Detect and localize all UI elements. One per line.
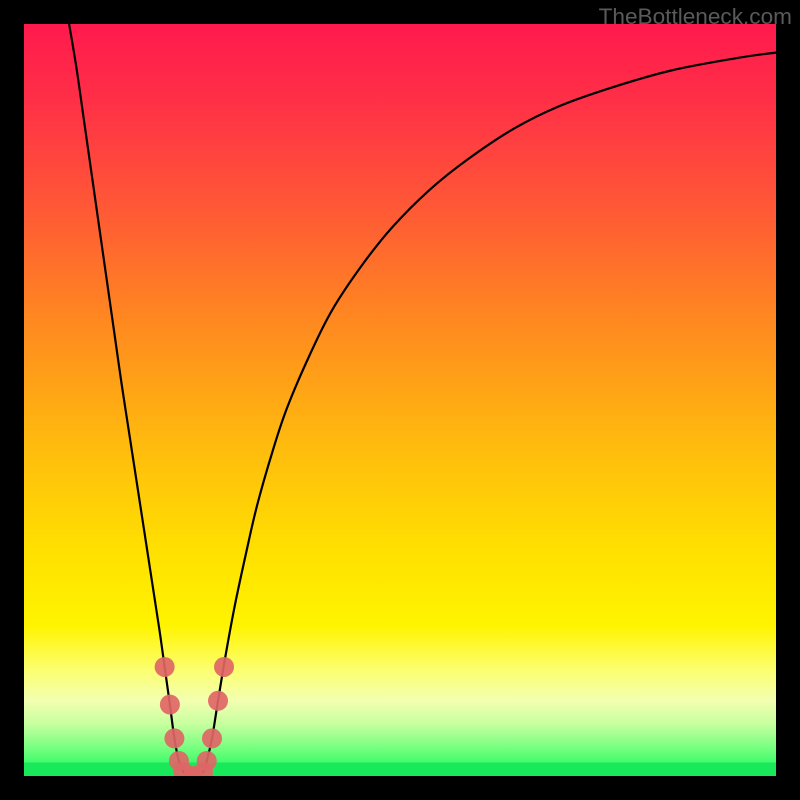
bottleneck-marker bbox=[164, 728, 184, 748]
bottleneck-marker bbox=[202, 728, 222, 748]
chart-background-gradient bbox=[24, 24, 776, 776]
watermark-text: TheBottleneck.com bbox=[599, 4, 792, 30]
plot-area bbox=[0, 0, 800, 800]
chart-container: TheBottleneck.com bbox=[0, 0, 800, 800]
bottleneck-curve-chart bbox=[0, 0, 800, 800]
bottleneck-marker bbox=[214, 657, 234, 677]
chart-green-baseline bbox=[24, 762, 776, 776]
bottleneck-marker bbox=[208, 691, 228, 711]
bottleneck-marker bbox=[197, 751, 217, 771]
bottleneck-marker bbox=[155, 657, 175, 677]
bottleneck-marker bbox=[160, 695, 180, 715]
